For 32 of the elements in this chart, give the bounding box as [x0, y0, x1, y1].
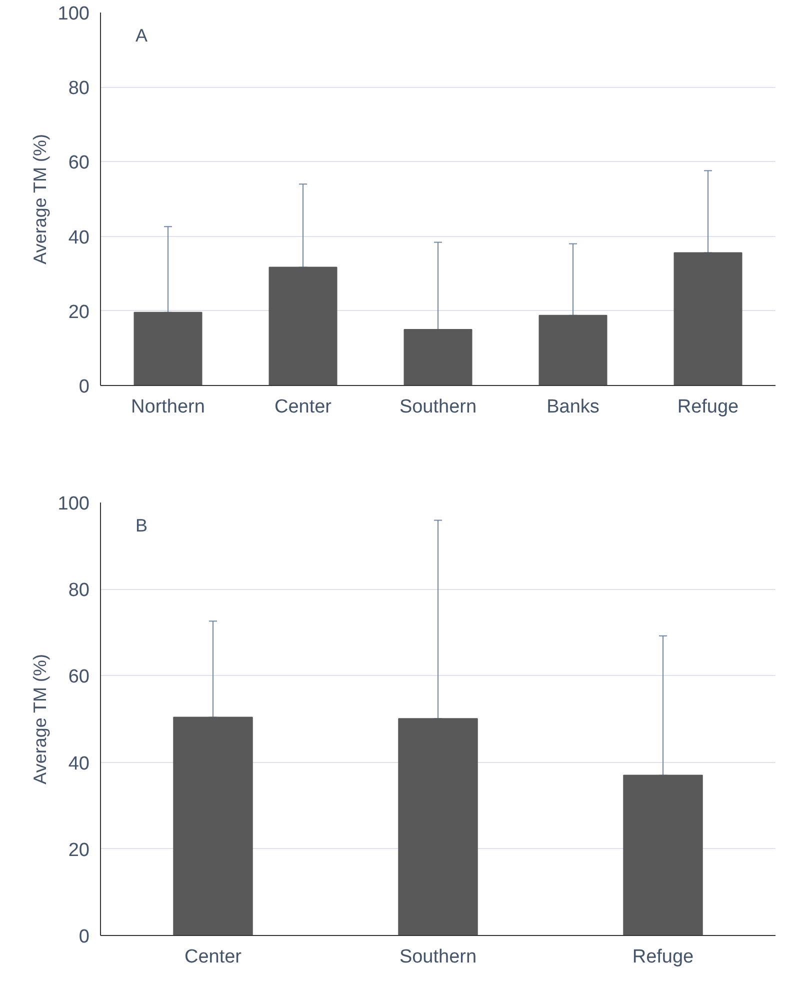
bar	[538, 314, 608, 386]
y-tick-label: 40	[68, 227, 90, 248]
annotation: B	[136, 516, 148, 536]
y-tick-label: 0	[78, 376, 90, 398]
bar	[134, 312, 202, 386]
x-tick-label: Refuge	[632, 946, 694, 968]
bar	[268, 266, 338, 386]
bar	[674, 252, 742, 386]
annotation: A	[136, 26, 148, 46]
x-tick-label: Northern	[131, 396, 205, 418]
bar	[623, 774, 703, 936]
y-axis-title: Average TM (%)	[30, 654, 50, 784]
y-tick-label: 20	[68, 302, 90, 323]
y-tick-label: 80	[68, 580, 90, 602]
y-tick-label: 60	[68, 666, 90, 688]
y-axis-title: Average TM (%)	[30, 134, 50, 264]
x-tick-label: Center	[274, 396, 332, 418]
bar	[398, 718, 478, 936]
y-tick-label: 60	[68, 152, 90, 174]
x-tick-label: Center	[184, 946, 242, 968]
y-tick-label: 100	[58, 4, 90, 24]
y-tick-label: 100	[58, 494, 90, 514]
x-tick-label: Southern	[399, 396, 477, 418]
x-tick-label: Banks	[546, 396, 600, 418]
x-tick-label: Refuge	[677, 396, 739, 418]
y-tick-label: 80	[68, 78, 90, 100]
x-tick-label: Southern	[399, 946, 477, 968]
bar	[173, 716, 253, 936]
y-tick-label: 20	[68, 840, 90, 861]
y-tick-label: 40	[68, 753, 90, 774]
bar	[404, 329, 472, 386]
y-tick-label: 0	[78, 926, 90, 948]
